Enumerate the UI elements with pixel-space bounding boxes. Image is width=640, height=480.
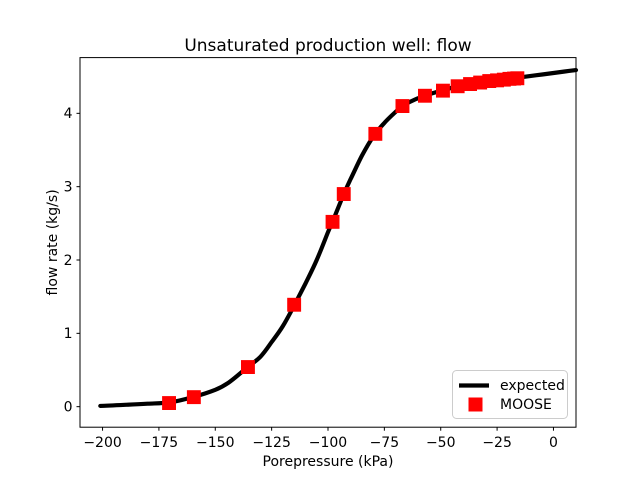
moose-data-marker (336, 187, 351, 201)
moose-data-marker (450, 79, 465, 94)
x-tick-label: −125 (252, 435, 290, 451)
y-axis-label: flow rate (kg/s) (45, 189, 61, 295)
y-tick-label: 4 (64, 106, 73, 122)
plot-area-border (79, 57, 577, 428)
x-tick-label: −100 (309, 435, 347, 451)
moose-data-marker (418, 88, 432, 103)
x-axis-label: Porepressure (kPa) (263, 454, 394, 470)
x-tick-label: −50 (426, 435, 456, 451)
x-tick-label: −200 (83, 435, 121, 451)
axis-ticks: −200 −175 −150 −125 −100 −75 −50 −25 0 0 1 2 3 4 (64, 106, 558, 451)
y-tick-label: 3 (64, 179, 73, 195)
x-tick-label: −150 (196, 435, 234, 451)
moose-data-marker (395, 99, 410, 113)
legend-moose-marker-sample (468, 397, 483, 412)
legend-label-moose: MOOSE (500, 397, 552, 413)
moose-data-marker (186, 390, 201, 405)
x-tick-label: −25 (482, 435, 512, 451)
moose-data-marker (287, 297, 302, 312)
x-tick-label: 0 (549, 435, 558, 451)
chart-title: Unsaturated production well: flow (184, 36, 471, 56)
legend-label-expected: expected (500, 378, 565, 394)
x-tick-label: −75 (370, 435, 400, 451)
moose-data-marker (368, 126, 383, 141)
y-tick-label: 0 (64, 399, 73, 415)
x-tick-label: −175 (140, 435, 178, 451)
legend: expected MOOSE (452, 370, 568, 419)
y-tick-label: 1 (64, 326, 73, 342)
moose-data-marker (510, 71, 525, 86)
y-tick-label: 2 (64, 253, 73, 269)
moose-data-marker (436, 83, 450, 98)
moose-data-marker (325, 214, 340, 229)
moose-data-marker (241, 360, 255, 374)
moose-data-marker (162, 396, 176, 410)
plot-series (98, 68, 579, 410)
